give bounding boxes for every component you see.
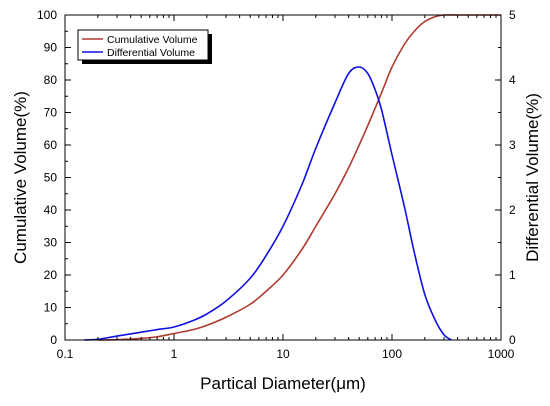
y-left-axis-title: Cumulative Volume(%) [11, 91, 30, 264]
y-left-tick-label: 30 [44, 236, 58, 250]
legend-label-differential: Differential Volume [107, 47, 195, 59]
y-left-tick-label: 10 [44, 301, 58, 315]
y-right-tick-label: 4 [509, 73, 516, 87]
differential-volume-line [84, 66, 452, 341]
y-left-tick-label: 80 [44, 73, 58, 87]
x-tick-label: 100 [382, 347, 402, 361]
x-tick-label: 0.1 [57, 347, 74, 361]
legend-label-cumulative: Cumulative Volume [107, 34, 198, 46]
legend: Cumulative Volume Differential Volume [77, 29, 212, 64]
x-tick-label: 10 [276, 347, 290, 361]
x-axis-title: Partical Diameter(μm) [200, 374, 366, 393]
x-tick-label: 1000 [488, 347, 515, 361]
y-right-tick-label: 3 [509, 138, 516, 152]
y-left-tick-label: 90 [44, 41, 58, 55]
y-right-tick-label: 0 [509, 333, 516, 347]
y-right-tick-label: 5 [509, 8, 516, 22]
cumulative-volume-line [97, 14, 501, 341]
y-right-tick-label: 1 [509, 268, 516, 282]
ticks: 0.1 1 10 100 1000010203040506070809010001234… [37, 8, 516, 361]
y-left-tick-label: 0 [50, 333, 57, 347]
plot-area [84, 14, 501, 341]
y-right-axis-title: Differential Volume(%) [523, 93, 542, 262]
y-left-tick-label: 20 [44, 268, 58, 282]
y-left-tick-label: 50 [44, 171, 58, 185]
y-right-tick-label: 2 [509, 203, 516, 217]
y-left-tick-label: 60 [44, 138, 58, 152]
y-left-tick-label: 40 [44, 203, 58, 217]
x-tick-label: 1 [171, 347, 178, 361]
y-left-tick-label: 100 [37, 8, 57, 22]
y-left-tick-label: 70 [44, 106, 58, 120]
legend-box [77, 29, 209, 61]
